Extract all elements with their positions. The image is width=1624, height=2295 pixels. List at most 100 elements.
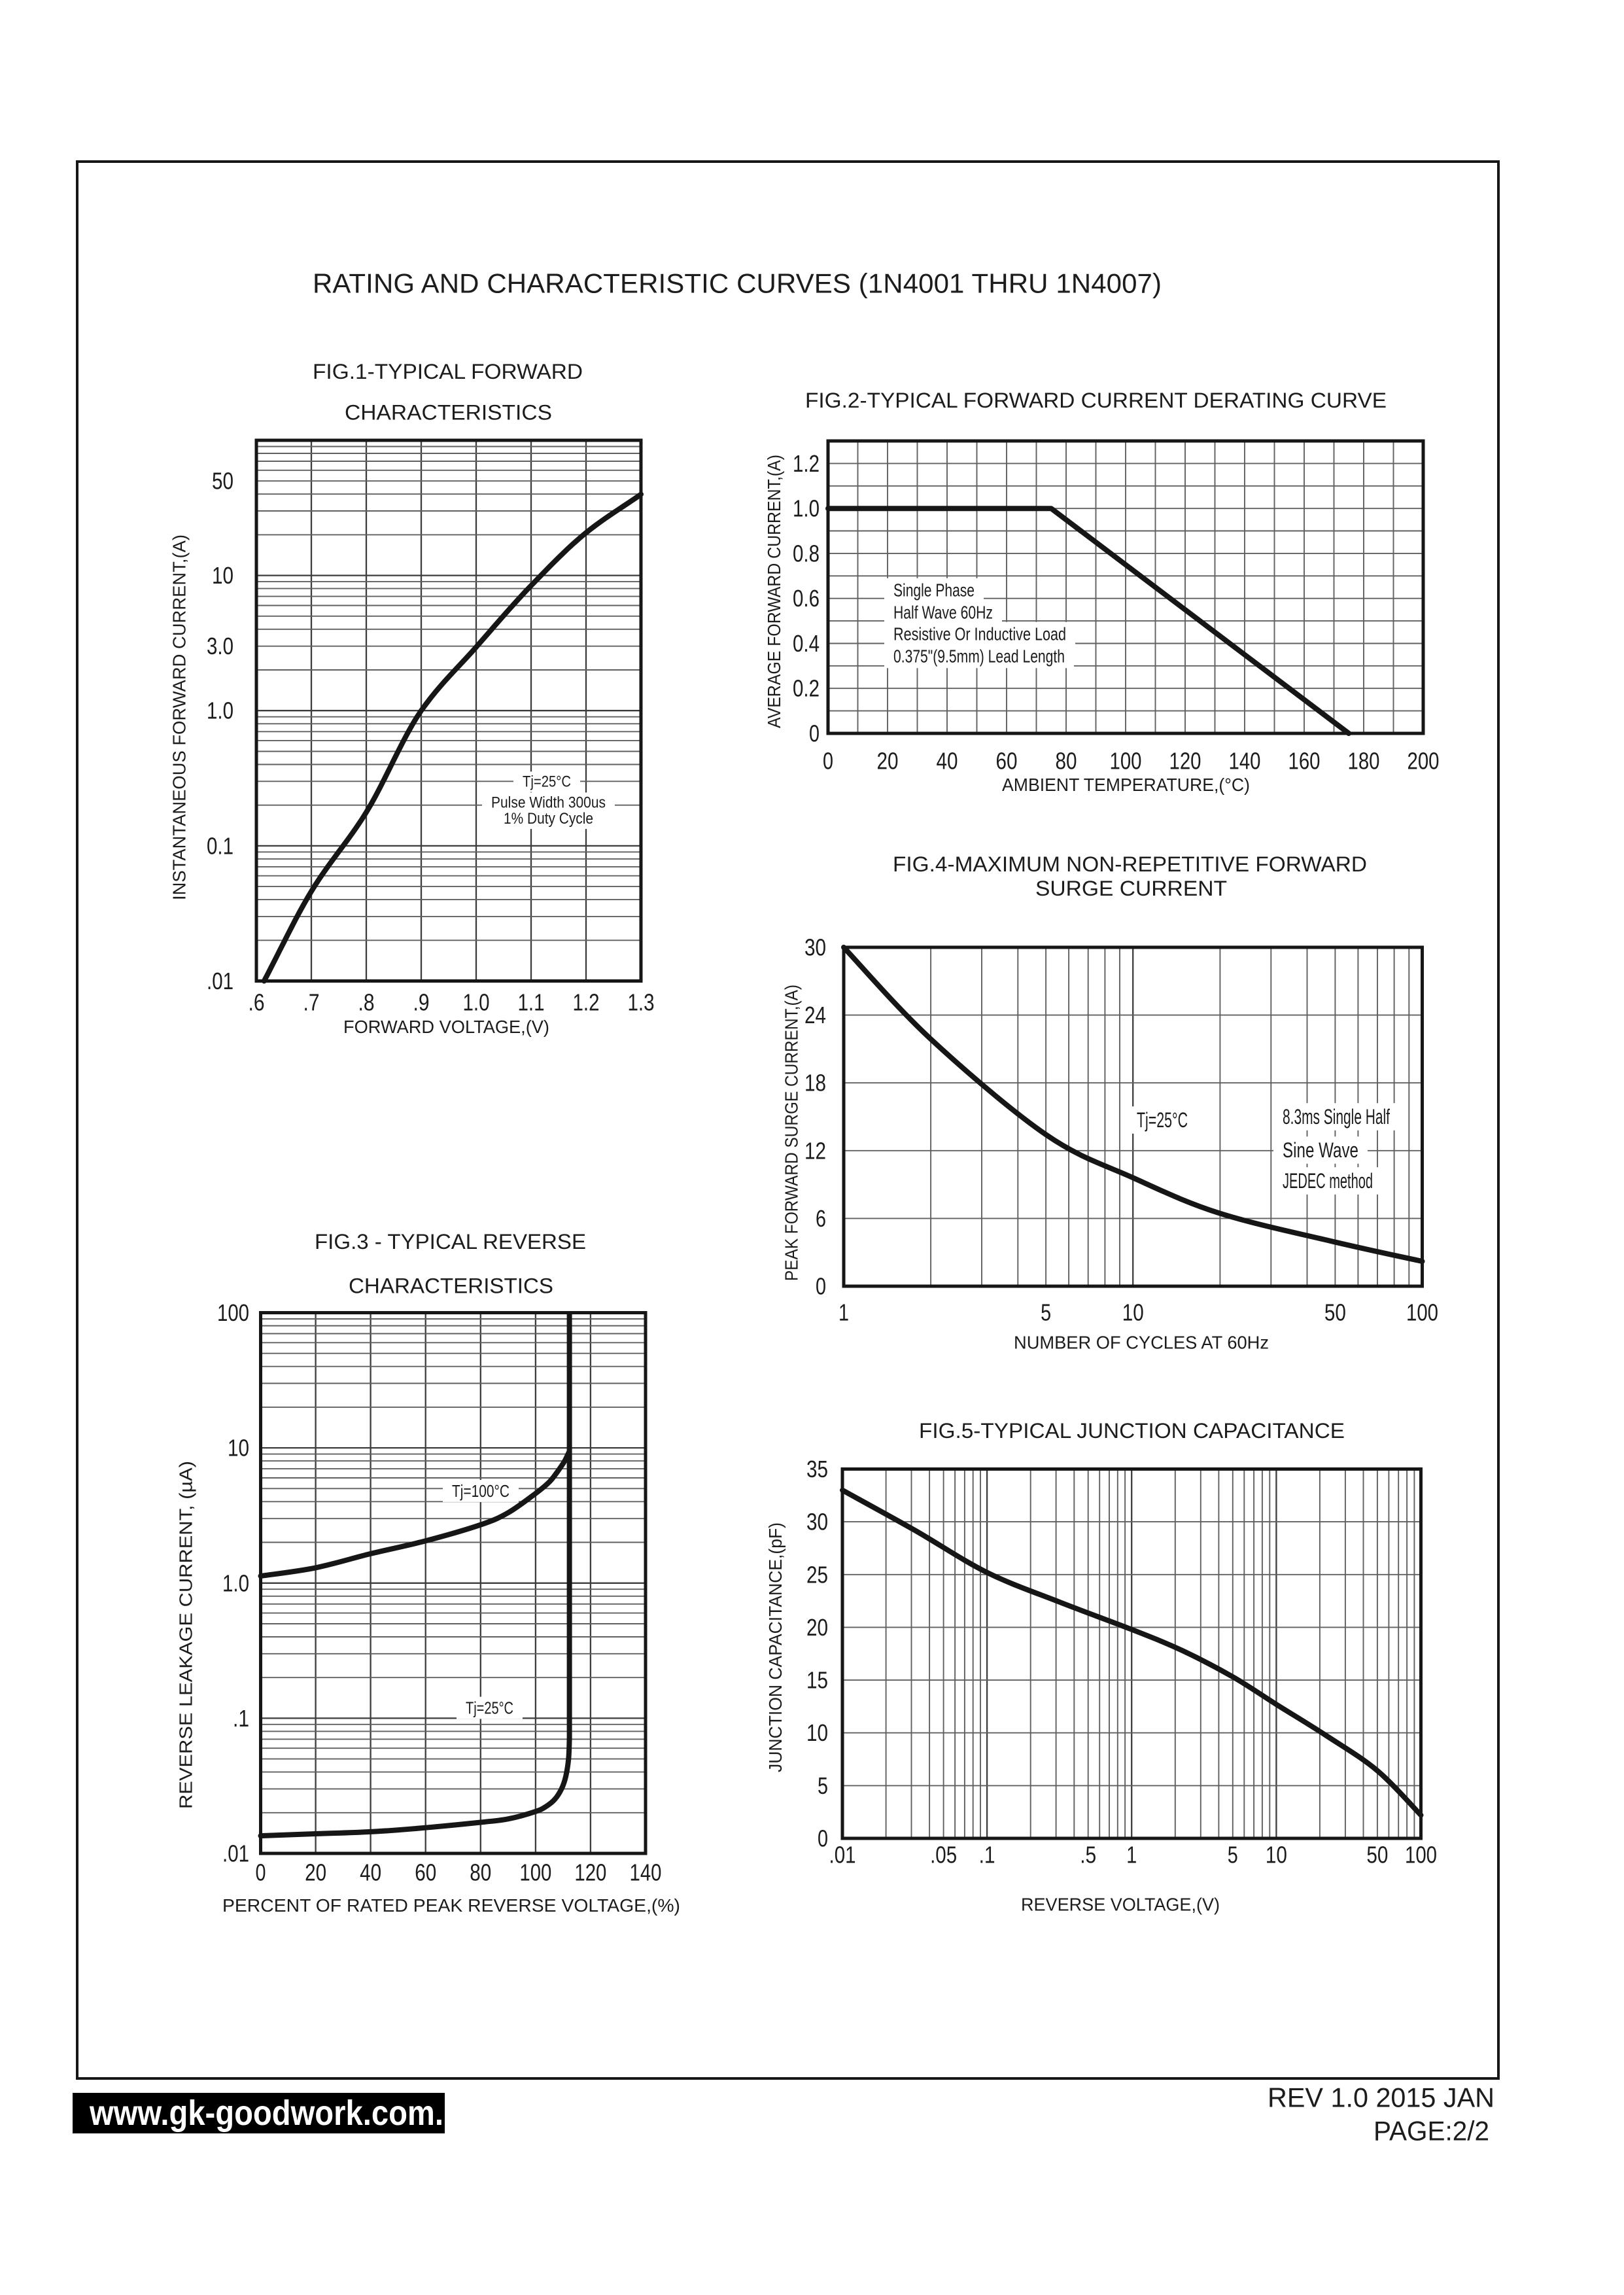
- svg-text:100: 100: [1110, 748, 1142, 775]
- svg-text:FORWARD VOLTAGE,(V): FORWARD VOLTAGE,(V): [343, 1017, 549, 1037]
- svg-text:1.2: 1.2: [793, 450, 820, 477]
- svg-text:0.375"(9.5mm) Lead Length: 0.375"(9.5mm) Lead Length: [893, 646, 1065, 667]
- svg-text:12: 12: [804, 1137, 826, 1164]
- svg-text:1.0: 1.0: [793, 495, 820, 522]
- svg-text:10: 10: [1122, 1299, 1144, 1326]
- svg-text:Pulse Width 300us: Pulse Width 300us: [491, 794, 606, 812]
- svg-text:.9: .9: [413, 989, 430, 1016]
- svg-text:120: 120: [1169, 748, 1201, 775]
- svg-text:100: 100: [1406, 1299, 1438, 1326]
- svg-text:PERCENT OF RATED PEAK REVERSE: PERCENT OF RATED PEAK REVERSE VOLTAGE,(%…: [222, 1895, 680, 1916]
- svg-text:120: 120: [574, 1859, 606, 1886]
- svg-text:.1: .1: [233, 1705, 249, 1732]
- svg-text:RATING AND CHARACTERISTIC CURV: RATING AND CHARACTERISTIC CURVES (1N4001…: [313, 268, 1162, 299]
- svg-text:6: 6: [816, 1205, 826, 1232]
- svg-text:200: 200: [1408, 748, 1440, 775]
- svg-text:AMBIENT TEMPERATURE,(°C): AMBIENT TEMPERATURE,(°C): [1002, 775, 1250, 795]
- svg-text:1.0: 1.0: [207, 697, 233, 724]
- svg-text:JEDEC method: JEDEC method: [1283, 1169, 1373, 1193]
- svg-text:Single Phase: Single Phase: [893, 580, 975, 601]
- svg-text:5: 5: [1228, 1842, 1238, 1868]
- svg-text:1.2: 1.2: [573, 989, 600, 1016]
- svg-text:INSTANTANEOUS FORWARD CURRENT,: INSTANTANEOUS FORWARD CURRENT,(A): [169, 534, 190, 900]
- svg-text:0: 0: [818, 1825, 828, 1852]
- svg-text:Tj=100°C: Tj=100°C: [452, 1481, 510, 1501]
- svg-text:Tj=25°C: Tj=25°C: [523, 773, 571, 791]
- svg-text:JUNCTION CAPACITANCE,(pF): JUNCTION CAPACITANCE,(pF): [765, 1522, 786, 1772]
- svg-text:1.1: 1.1: [518, 989, 545, 1016]
- svg-text:15: 15: [806, 1667, 828, 1694]
- svg-text:10: 10: [806, 1719, 828, 1746]
- svg-text:35: 35: [806, 1456, 828, 1482]
- svg-text:60: 60: [996, 748, 1018, 775]
- svg-text:www.gk-goodwork.com.: www.gk-goodwork.com.: [89, 2094, 443, 2133]
- svg-text:30: 30: [806, 1509, 828, 1535]
- svg-text:.01: .01: [222, 1840, 249, 1867]
- svg-text:REVERSE LEAKAGE CURRENT, (µA): REVERSE LEAKAGE CURRENT, (µA): [176, 1461, 196, 1809]
- svg-text:FIG.2-TYPICAL FORWARD CURRENT: FIG.2-TYPICAL FORWARD CURRENT DERATING C…: [805, 389, 1387, 412]
- svg-text:REVERSE VOLTAGE,(V): REVERSE VOLTAGE,(V): [1021, 1895, 1220, 1915]
- svg-text:.01: .01: [207, 968, 233, 994]
- svg-text:50: 50: [1324, 1299, 1346, 1326]
- svg-text:Resistive Or Inductive Load: Resistive Or Inductive Load: [893, 624, 1066, 644]
- svg-text:30: 30: [804, 934, 826, 961]
- svg-text:0.1: 0.1: [207, 832, 233, 859]
- svg-text:50: 50: [212, 468, 233, 495]
- svg-text:AVERAGE FORWARD CURRENT,(A): AVERAGE FORWARD CURRENT,(A): [764, 455, 784, 728]
- svg-text:REV 1.0 2015 JAN: REV 1.0 2015 JAN: [1268, 2082, 1494, 2113]
- svg-text:10: 10: [228, 1435, 249, 1462]
- svg-text:180: 180: [1348, 748, 1380, 775]
- svg-text:10: 10: [1266, 1842, 1287, 1868]
- svg-text:40: 40: [360, 1859, 381, 1886]
- svg-text:100: 100: [519, 1859, 551, 1886]
- svg-text:Tj=25°C: Tj=25°C: [466, 1698, 513, 1718]
- svg-text:5: 5: [818, 1772, 828, 1799]
- svg-text:1.3: 1.3: [628, 989, 655, 1016]
- svg-text:CHARACTERISTICS: CHARACTERISTICS: [345, 401, 552, 425]
- svg-text:Tj=25°C: Tj=25°C: [1137, 1108, 1188, 1132]
- svg-text:FIG.3 - TYPICAL REVERSE: FIG.3 - TYPICAL REVERSE: [315, 1230, 586, 1253]
- svg-text:140: 140: [630, 1859, 662, 1886]
- svg-text:1: 1: [838, 1299, 849, 1326]
- svg-text:0.2: 0.2: [793, 675, 820, 702]
- svg-text:0: 0: [823, 748, 833, 775]
- svg-text:PEAK FORWARD SURGE CURRENT,(A): PEAK FORWARD SURGE CURRENT,(A): [782, 985, 802, 1281]
- svg-text:0: 0: [816, 1273, 826, 1300]
- svg-text:1% Duty Cycle: 1% Duty Cycle: [504, 810, 593, 828]
- svg-text:25: 25: [806, 1561, 828, 1588]
- svg-text:0: 0: [809, 720, 820, 747]
- svg-text:10: 10: [212, 562, 233, 589]
- svg-text:50: 50: [1366, 1842, 1388, 1868]
- svg-text:1.0: 1.0: [222, 1569, 249, 1596]
- svg-text:60: 60: [415, 1859, 436, 1886]
- svg-text:20: 20: [305, 1859, 326, 1886]
- svg-text:20: 20: [877, 748, 899, 775]
- svg-text:FIG.4-MAXIMUM NON-REPETITIVE F: FIG.4-MAXIMUM NON-REPETITIVE FORWARD: [893, 852, 1367, 876]
- svg-text:24: 24: [804, 1002, 826, 1028]
- svg-text:.01: .01: [829, 1842, 856, 1868]
- svg-text:1.0: 1.0: [463, 989, 490, 1016]
- svg-text:18: 18: [804, 1070, 826, 1096]
- svg-text:0.6: 0.6: [793, 585, 820, 612]
- svg-text:80: 80: [470, 1859, 491, 1886]
- svg-text:.6: .6: [249, 989, 265, 1016]
- svg-text:.05: .05: [930, 1842, 957, 1868]
- svg-text:.1: .1: [979, 1842, 995, 1868]
- svg-text:PAGE:2/2: PAGE:2/2: [1373, 2116, 1489, 2146]
- svg-text:20: 20: [806, 1614, 828, 1641]
- svg-text:CHARACTERISTICS: CHARACTERISTICS: [349, 1274, 553, 1298]
- svg-text:0.8: 0.8: [793, 540, 820, 567]
- svg-text:NUMBER OF CYCLES AT 60Hz: NUMBER OF CYCLES AT 60Hz: [1014, 1333, 1269, 1353]
- svg-text:5: 5: [1041, 1299, 1051, 1326]
- svg-text:80: 80: [1056, 748, 1077, 775]
- svg-text:160: 160: [1288, 748, 1321, 775]
- svg-text:40: 40: [937, 748, 958, 775]
- svg-text:SURGE CURRENT: SURGE CURRENT: [1035, 877, 1227, 900]
- svg-text:100: 100: [217, 1299, 249, 1326]
- svg-text:.8: .8: [358, 989, 375, 1016]
- svg-text:3.0: 3.0: [207, 633, 233, 659]
- svg-text:Half Wave 60Hz: Half Wave 60Hz: [893, 603, 993, 623]
- svg-text:140: 140: [1229, 748, 1261, 775]
- svg-text:.7: .7: [303, 989, 320, 1016]
- svg-text:FIG.1-TYPICAL FORWARD: FIG.1-TYPICAL FORWARD: [313, 360, 583, 383]
